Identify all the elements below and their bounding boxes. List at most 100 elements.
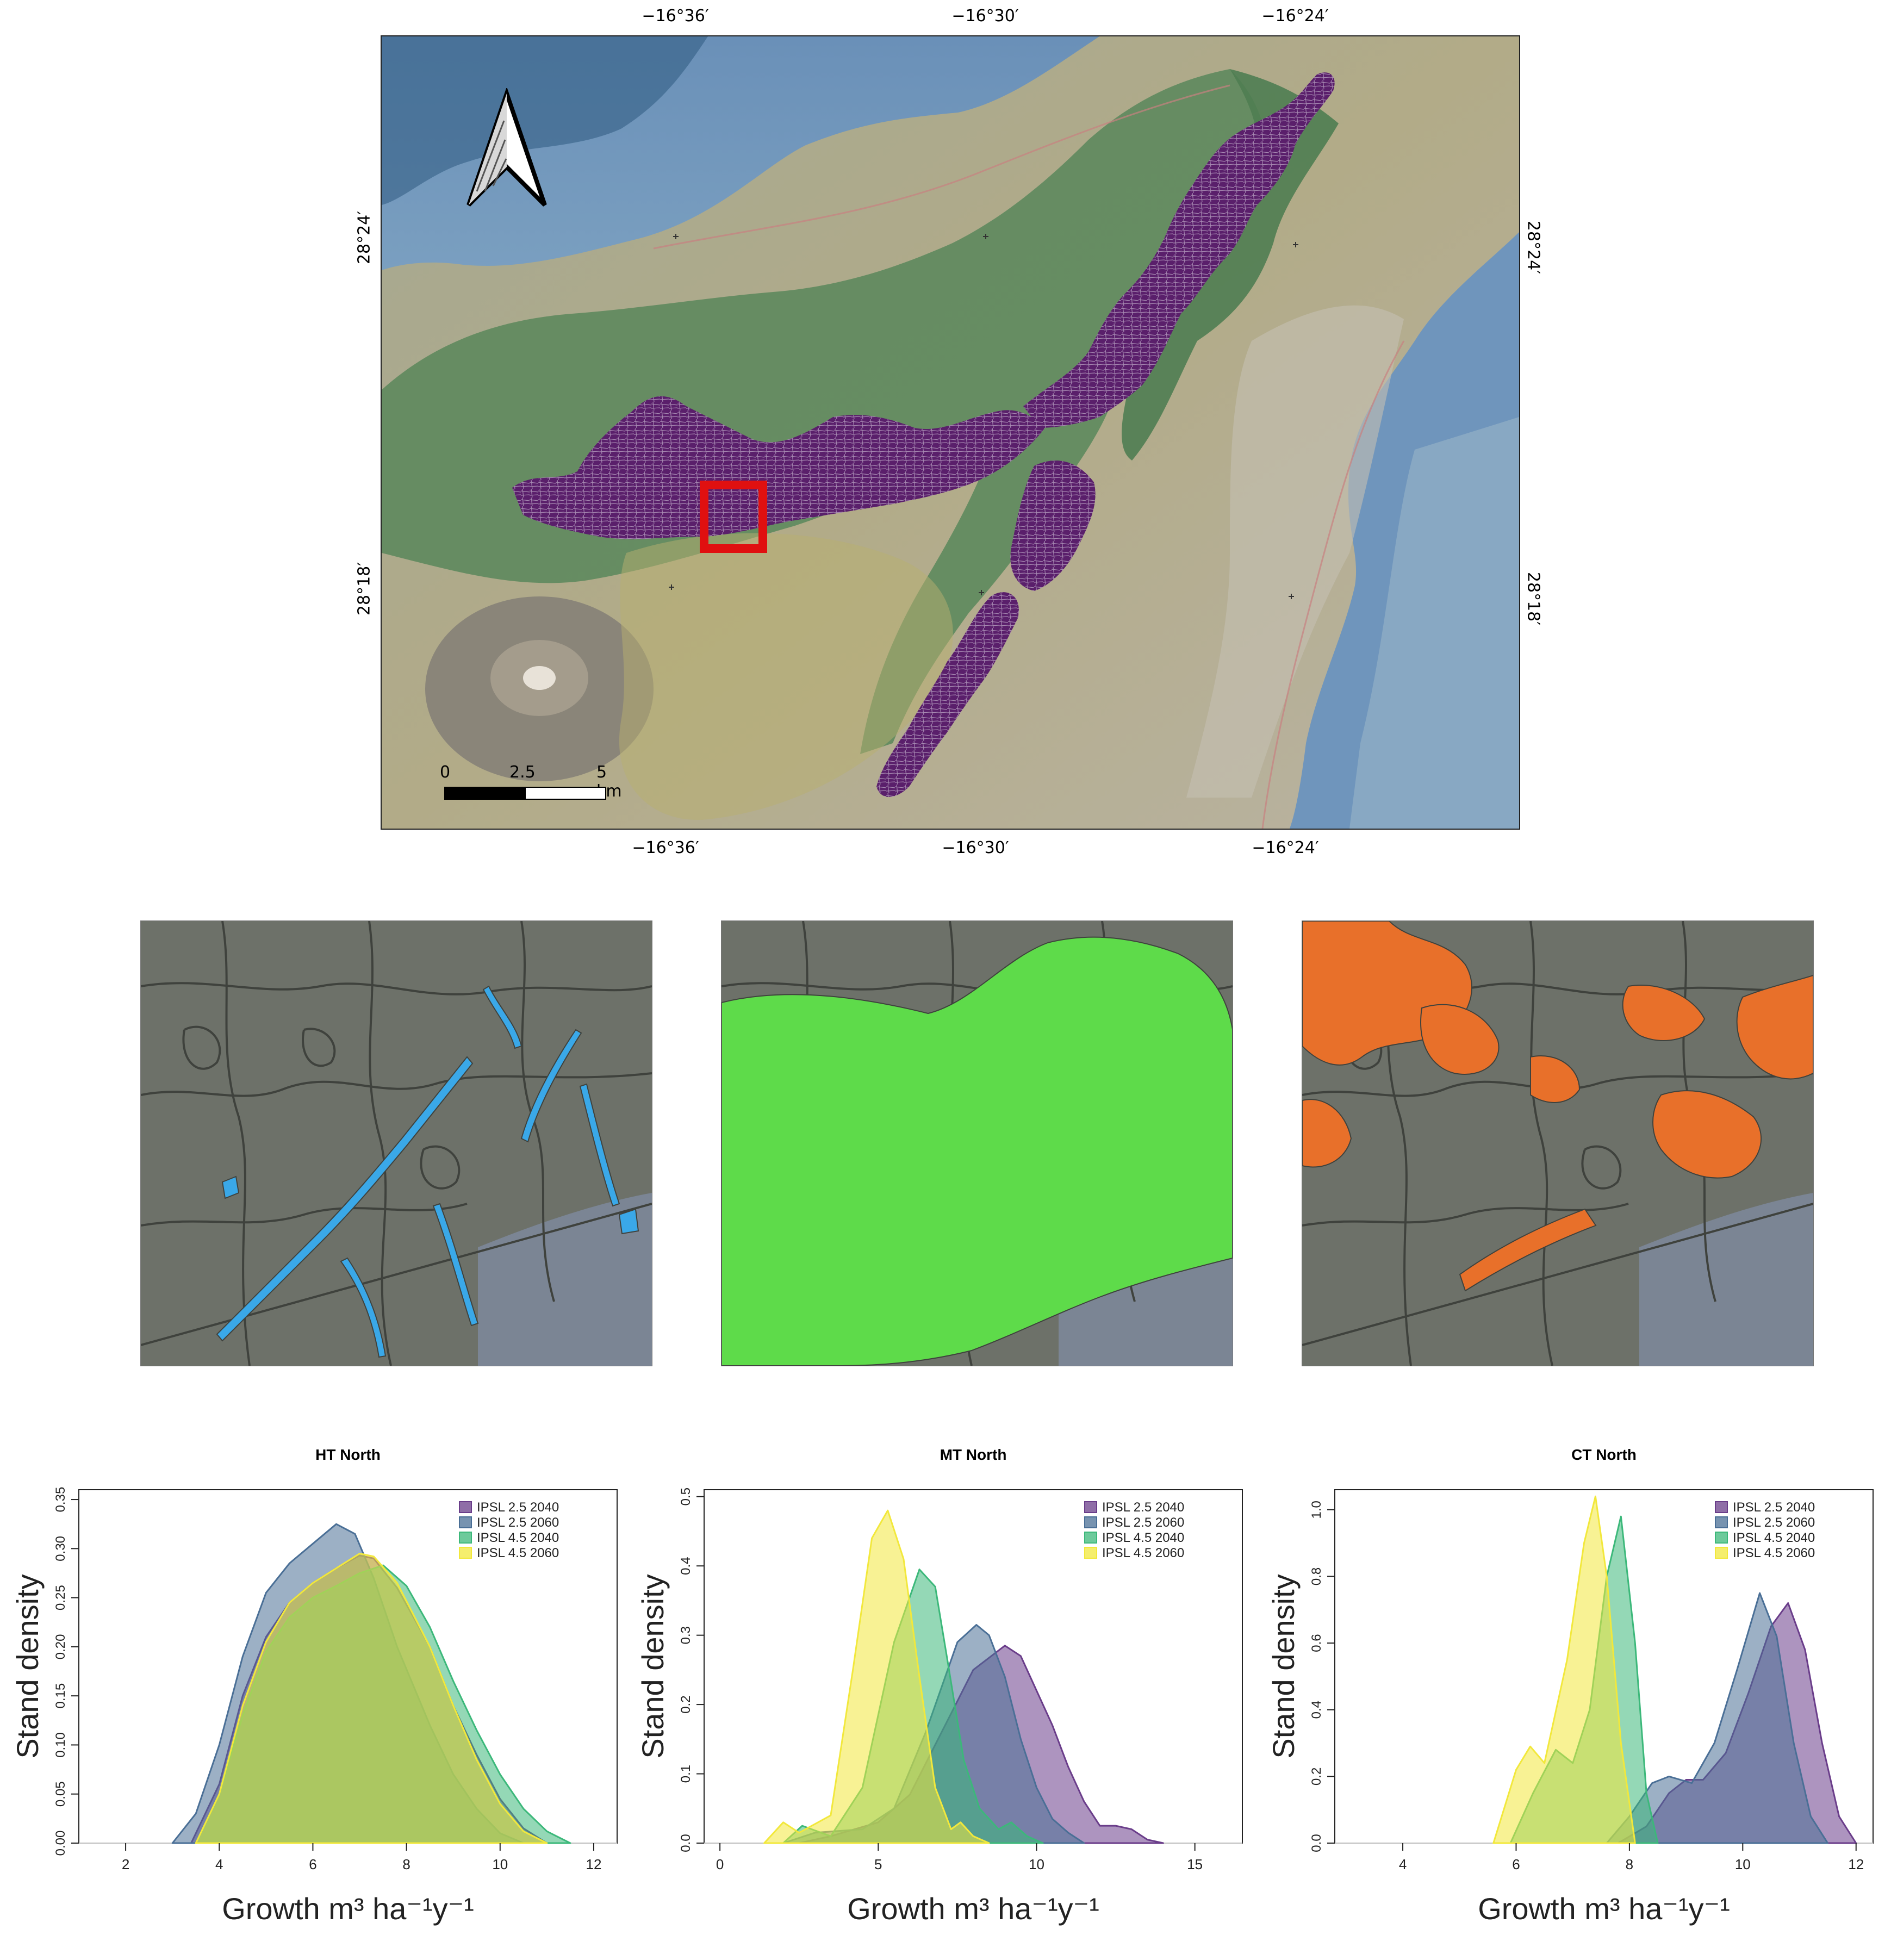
legend-swatch: [1715, 1501, 1728, 1513]
y-tick-label: 0.05: [53, 1781, 68, 1807]
right-coordinate-label: 28°18′: [1523, 571, 1543, 626]
scale-label-mid: 2.5: [509, 763, 536, 782]
density-area-3: [195, 1552, 548, 1844]
map-imagery: [382, 36, 1519, 829]
scale-bar: 0 2.5 5 km: [440, 763, 622, 801]
legend-label: IPSL 4.5 2040: [1733, 1530, 1815, 1545]
chart-svg: HT North 2 4 6 8 10 12 0.00 0.05 0.10 0.15 0.20 0.25…: [10, 1446, 618, 1926]
chart-svg: MT North 0 5 10 15 0.0 0.1 0.2 0.3 0.4 0.5 Growth m…: [636, 1446, 1243, 1926]
forest-belt: [382, 69, 1267, 754]
inset-imagery: [721, 921, 1233, 1366]
stand-polygons: [512, 72, 1335, 797]
satellite-map[interactable]: 0 2.5 5 km: [381, 35, 1520, 830]
y-tick-label: 1.0: [1309, 1501, 1324, 1519]
left-coordinate-label: 28°18′: [354, 562, 374, 616]
y-tick-label: 0.0: [679, 1834, 693, 1852]
top-coordinate-label: −16°24′: [1261, 7, 1329, 26]
inset-class-polygons: [1302, 921, 1813, 1292]
legend-label: IPSL 2.5 2060: [1733, 1515, 1815, 1530]
inset-map-ht[interactable]: [140, 920, 652, 1366]
bottom-coordinate-label: −16°36′: [632, 838, 699, 857]
y-tick-label: 0.15: [53, 1683, 68, 1709]
top-coordinate-label: −16°30′: [951, 7, 1019, 26]
x-tick-label: 6: [1512, 1856, 1520, 1872]
x-tick-label: 10: [1029, 1856, 1044, 1872]
x-tick-label: 10: [492, 1856, 508, 1872]
scale-label-0: 0: [440, 763, 451, 782]
legend-label: IPSL 2.5 2040: [1102, 1500, 1184, 1515]
legend-label: IPSL 4.5 2060: [1733, 1546, 1815, 1560]
legend-swatch: [459, 1516, 472, 1528]
x-tick-label: 6: [309, 1856, 316, 1872]
y-tick-label: 0.00: [53, 1831, 68, 1856]
x-axis-label: Growth m³ ha⁻¹y⁻¹: [1478, 1891, 1730, 1926]
legend-label: IPSL 4.5 2040: [1102, 1530, 1184, 1545]
legend-swatch: [1084, 1516, 1097, 1528]
y-tick-label: 0.20: [53, 1634, 68, 1660]
legend-label: IPSL 2.5 2040: [477, 1500, 559, 1515]
chart-svg: CT North 4 6 8 10 12 0.0 0.2 0.4 0.6 0.8 1.0 Growth …: [1266, 1446, 1874, 1926]
y-tick-label: 0.30: [53, 1536, 68, 1561]
main-map-panel: −16°36′ −16°30′ −16°24′ −16°36′ −16°30′ −16°…: [0, 0, 1891, 870]
x-tick-label: 8: [402, 1856, 410, 1872]
bottom-coordinate-label: −16°24′: [1252, 838, 1319, 857]
y-tick-label: 0.2: [679, 1695, 693, 1713]
y-tick-label: 0.3: [679, 1626, 693, 1644]
density-chart-ht: HT North 2 4 6 8 10 12 0.00 0.05 0.10 0.15 0.20 0.25…: [5, 1435, 631, 1957]
x-tick-label: 8: [1626, 1856, 1633, 1872]
legend-swatch: [459, 1532, 472, 1544]
inset-class-polygons: [721, 936, 1233, 1366]
legend-swatch: [1715, 1547, 1728, 1559]
y-axis-label: Stand density: [10, 1574, 45, 1758]
x-tick-label: 12: [1848, 1856, 1864, 1872]
density-area-3: [1492, 1495, 1636, 1844]
inset-rocky-area: [1639, 1193, 1813, 1366]
north-ocean-dark: [382, 36, 708, 205]
legend-swatch: [1084, 1501, 1097, 1513]
inset-rocky-area: [478, 1193, 652, 1366]
legend-swatch: [1084, 1532, 1097, 1544]
chart-title: CT North: [1571, 1446, 1637, 1463]
legend-swatch: [1715, 1516, 1728, 1528]
north-ocean: [382, 36, 1519, 270]
legend-label: IPSL 2.5 2060: [477, 1515, 559, 1530]
chart-title: MT North: [940, 1446, 1007, 1463]
graticule-crosses: [669, 234, 1298, 599]
y-tick-label: 0.6: [1309, 1634, 1324, 1652]
inset-map-mt[interactable]: [721, 920, 1233, 1366]
right-coordinate-label: 28°24′: [1523, 220, 1543, 275]
north-arrow-icon: [466, 88, 547, 207]
y-tick-label: 0.4: [1309, 1701, 1324, 1719]
y-axis-label: Stand density: [636, 1574, 670, 1758]
urban-east: [1186, 305, 1404, 798]
x-axis-label: Growth m³ ha⁻¹y⁻¹: [847, 1891, 1099, 1926]
scale-bar-white: [525, 787, 606, 800]
y-tick-label: 0.4: [679, 1557, 693, 1575]
legend-label: IPSL 4.5 2040: [477, 1530, 559, 1545]
legend-label: IPSL 4.5 2060: [477, 1546, 559, 1560]
density-area-3: [763, 1509, 990, 1844]
inset-imagery: [141, 921, 652, 1366]
caldera: [619, 533, 953, 820]
chart-title: HT North: [315, 1446, 381, 1463]
legend-swatch: [1084, 1547, 1097, 1559]
x-tick-label: 4: [1399, 1856, 1407, 1872]
y-tick-label: 0.8: [1309, 1567, 1324, 1585]
legend-swatch: [459, 1547, 472, 1559]
y-tick-label: 0.25: [53, 1585, 68, 1610]
inset-imagery: [1302, 921, 1813, 1366]
legend-swatch: [1715, 1532, 1728, 1544]
legend-swatch: [459, 1501, 472, 1513]
legend-label: IPSL 4.5 2060: [1102, 1546, 1184, 1560]
x-tick-label: 0: [716, 1856, 724, 1872]
road: [653, 84, 1230, 250]
density-chart-mt: MT North 0 5 10 15 0.0 0.1 0.2 0.3 0.4 0.5 Growth m…: [631, 1435, 1256, 1957]
x-tick-label: 15: [1187, 1856, 1203, 1872]
legend-label: IPSL 2.5 2040: [1733, 1500, 1815, 1515]
inset-map-ct[interactable]: [1302, 920, 1814, 1366]
x-axis-label: Growth m³ ha⁻¹y⁻¹: [222, 1891, 474, 1926]
x-tick-label: 2: [122, 1856, 129, 1872]
road: [1261, 340, 1405, 829]
x-tick-label: 5: [874, 1856, 882, 1872]
y-tick-label: 0.1: [679, 1765, 693, 1783]
